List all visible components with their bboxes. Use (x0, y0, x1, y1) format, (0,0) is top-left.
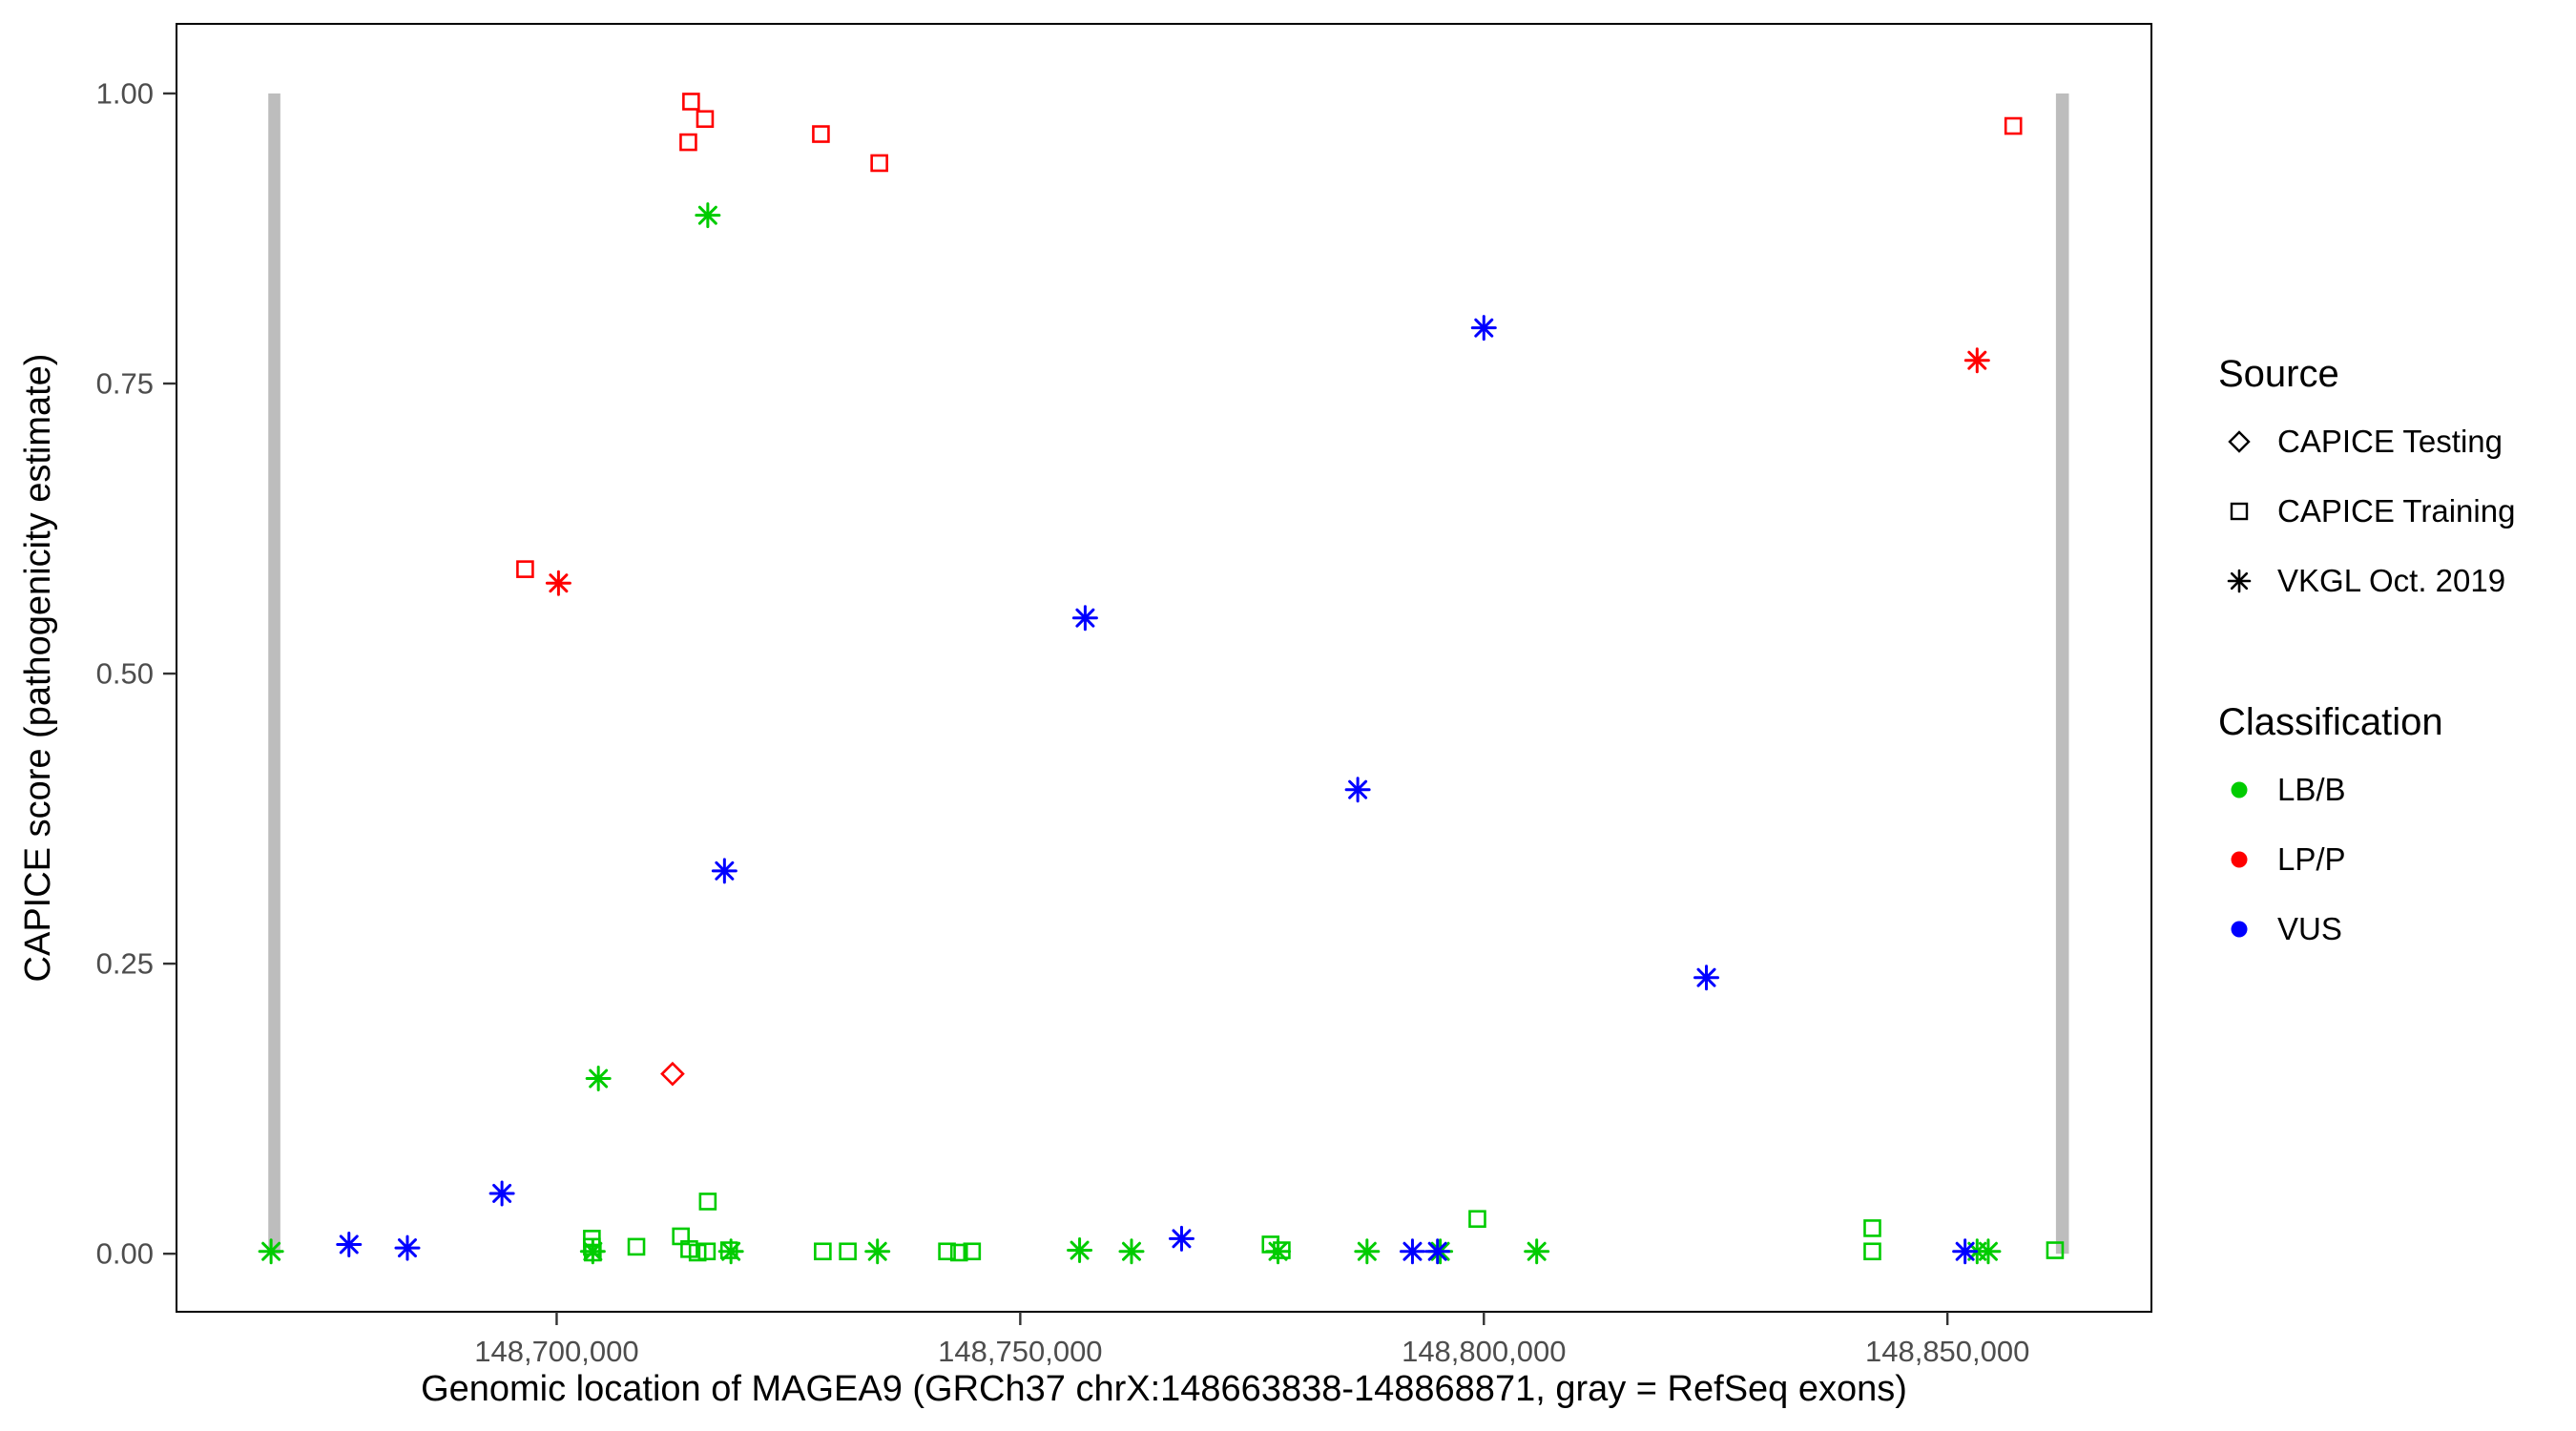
diamond-icon (2228, 429, 2251, 453)
data-point-asterisk (1265, 1238, 1292, 1265)
x-tick-label: 148,750,000 (938, 1335, 1102, 1368)
panel-border (176, 23, 2152, 1313)
legend-item-vus: VUS (2218, 894, 2515, 964)
legend-item-capice-testing: CAPICE Testing (2218, 406, 2515, 476)
legend-item-label: VUS (2277, 910, 2342, 946)
legend-glyph (2218, 421, 2277, 463)
data-point-asterisk (1354, 1238, 1381, 1265)
data-point-asterisk (585, 1066, 612, 1092)
data-point-asterisk (545, 570, 571, 596)
legend-glyph (2218, 490, 2277, 532)
legend-item-lp-p: LP/P (2218, 824, 2515, 894)
data-point-asterisk (488, 1180, 515, 1207)
x-tick-label: 148,700,000 (474, 1335, 638, 1368)
exon-bar (2055, 93, 2069, 1255)
data-point-square (2046, 1241, 2065, 1259)
legend-item-label: LP/P (2277, 840, 2346, 877)
data-point-square (627, 1237, 646, 1256)
y-tick-label: 0.00 (96, 1237, 154, 1271)
legend-item-label: LB/B (2277, 771, 2346, 807)
legend-item-label: VKGL Oct. 2019 (2277, 562, 2506, 598)
data-point-square (688, 1243, 707, 1262)
data-point-asterisk (717, 1238, 744, 1265)
x-tick-label: 148,800,000 (1402, 1335, 1566, 1368)
legend-glyph (2218, 908, 2277, 950)
data-point-square (938, 1242, 956, 1261)
legend-item-label: CAPICE Testing (2277, 423, 2503, 459)
x-tick-label: 148,850,000 (1865, 1335, 2029, 1368)
data-point-asterisk (1168, 1225, 1195, 1252)
x-axis-title: Genomic location of MAGEA9 (GRCh37 chrX:… (421, 1369, 1907, 1409)
y-axis-title: CAPICE score (pathogenicity estimate) (18, 354, 58, 983)
y-tick-label: 0.75 (96, 367, 154, 401)
data-point-asterisk (1470, 315, 1497, 342)
data-point-asterisk (1952, 1238, 1979, 1265)
y-tick-label: 0.25 (96, 947, 154, 981)
data-point-square (696, 110, 715, 129)
square-icon (2230, 502, 2249, 520)
data-point-asterisk (1693, 964, 1720, 991)
data-point-square (839, 1242, 857, 1261)
data-point-square (949, 1243, 968, 1262)
data-point-square (1468, 1210, 1486, 1229)
data-point-asterisk (336, 1231, 363, 1257)
data-point-asterisk (1963, 347, 1990, 374)
data-point-square (679, 133, 697, 152)
data-point-asterisk (579, 1238, 606, 1265)
dot-icon (2231, 781, 2248, 798)
y-tick-label: 1.00 (96, 76, 154, 110)
data-point-asterisk (1399, 1238, 1425, 1265)
asterisk-icon (2227, 569, 2252, 592)
data-point-square (1863, 1219, 1881, 1237)
legend-glyph (2218, 560, 2277, 602)
data-point-asterisk (864, 1238, 891, 1265)
legend-source-title: Source (2218, 353, 2339, 395)
legend-source-group: Source CAPICE Testing CAPICE Training VKGL… (2218, 351, 2515, 615)
legend-classification-title: Classification (2218, 701, 2443, 743)
data-point-asterisk (695, 202, 721, 229)
exon-bar (268, 93, 280, 1255)
legend-glyph (2218, 839, 2277, 881)
data-point-square (1863, 1242, 1881, 1261)
data-point-asterisk (1067, 1237, 1093, 1264)
data-point-asterisk (1118, 1238, 1145, 1265)
data-point-square (814, 1242, 832, 1261)
y-tick-label: 0.50 (96, 657, 154, 691)
data-point-asterisk (711, 858, 737, 884)
dot-icon (2231, 851, 2248, 867)
legend-source-items: CAPICE Testing CAPICE Training VKGL Oct. 2… (2218, 406, 2515, 615)
legend-item-capice-training: CAPICE Training (2218, 476, 2515, 546)
data-point-square (870, 154, 888, 173)
data-point-asterisk (1524, 1238, 1550, 1265)
legend: Source CAPICE Testing CAPICE Training VKGL… (2218, 351, 2515, 964)
legend-item-vkgl-oct-2019: VKGL Oct. 2019 (2218, 546, 2515, 615)
data-point-square (682, 93, 700, 111)
dot-icon (2231, 921, 2248, 937)
data-point-square (697, 1242, 717, 1261)
data-point-asterisk (1424, 1238, 1451, 1265)
legend-item-label: CAPICE Training (2277, 492, 2516, 529)
data-point-asterisk (1071, 605, 1098, 632)
legend-glyph (2218, 769, 2277, 811)
data-point-square (516, 560, 534, 578)
data-point-square (2004, 116, 2023, 135)
legend-classification-group: Classification LB/B LP/P VUS (2218, 699, 2515, 964)
legend-item-lb-b: LB/B (2218, 755, 2515, 824)
data-point-square (698, 1192, 717, 1211)
data-point-asterisk (1344, 777, 1371, 803)
legend-classification-items: LB/B LP/P VUS (2218, 755, 2515, 964)
data-point-diamond (660, 1061, 685, 1087)
data-point-asterisk (1975, 1238, 2002, 1265)
data-point-square (963, 1242, 982, 1261)
data-point-square (812, 125, 830, 143)
data-point-asterisk (394, 1234, 421, 1261)
data-point-asterisk (258, 1238, 284, 1265)
